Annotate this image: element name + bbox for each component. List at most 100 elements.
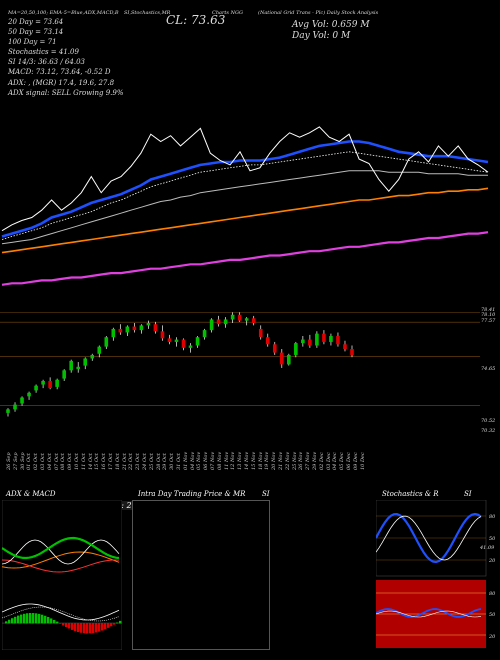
date-tick-label: 22 Oct bbox=[128, 453, 135, 470]
macd-histogram-bar bbox=[92, 623, 95, 634]
date-tick-label: 25 Oct bbox=[148, 453, 155, 470]
candle-up bbox=[146, 323, 151, 326]
di-plus-line bbox=[2, 539, 120, 565]
macd-histogram-bar bbox=[8, 619, 11, 624]
price-axis-tick: 78.10 bbox=[481, 312, 496, 318]
macd-histogram-bar bbox=[38, 613, 41, 624]
date-tick-label: 29 Nov bbox=[312, 451, 318, 470]
candle-down bbox=[251, 318, 256, 324]
candle-down bbox=[350, 349, 354, 355]
macd-histogram-bar bbox=[119, 620, 122, 624]
ma50-line bbox=[1, 170, 488, 245]
candle-down bbox=[336, 336, 340, 345]
candle-down bbox=[132, 326, 137, 331]
candle-up bbox=[55, 379, 59, 387]
macd-histogram-bar bbox=[50, 618, 53, 624]
price-axis-tick: 77.57 bbox=[481, 318, 496, 324]
candle-up bbox=[20, 397, 24, 404]
macd-histogram-bar bbox=[113, 623, 116, 625]
candle-up bbox=[223, 319, 228, 325]
candle-up bbox=[90, 354, 95, 359]
date-tick-label: 30 Sep bbox=[19, 452, 26, 470]
candle-up bbox=[69, 360, 73, 371]
candle-up bbox=[83, 358, 88, 366]
adx-macd-panel bbox=[2, 500, 122, 650]
macd-histogram-bar bbox=[110, 623, 113, 627]
candle-up bbox=[301, 339, 305, 344]
macd-histogram-bar bbox=[107, 623, 110, 628]
date-tick-label: 18 Nov bbox=[257, 451, 264, 470]
price-axis-tick: 70.32 bbox=[481, 428, 496, 434]
stoch-axis-50: 50 bbox=[489, 536, 496, 542]
macd-histogram-bar bbox=[47, 617, 50, 624]
macd-histogram-bar bbox=[53, 619, 56, 624]
header-caption-mid2: Charts NGG bbox=[212, 10, 243, 16]
macd-histogram-bar bbox=[98, 623, 101, 632]
date-tick-label: 24 Oct bbox=[142, 453, 148, 470]
macd-histogram-bar bbox=[95, 623, 98, 633]
macd-histogram-bar bbox=[74, 623, 77, 632]
macd-histogram-bar bbox=[41, 614, 44, 624]
date-tick-label: 05 Nov bbox=[196, 451, 203, 470]
candle-up bbox=[294, 343, 298, 355]
macd-histogram-bar bbox=[62, 623, 65, 626]
date-tick-label: 05 Dec bbox=[339, 452, 346, 470]
date-tick-label: 16 Oct bbox=[101, 453, 108, 470]
candle-down bbox=[167, 338, 172, 342]
stochastics-panel-si: SI bbox=[464, 490, 472, 498]
date-tick-label: 12 Nov bbox=[230, 451, 237, 470]
mrsi-line bbox=[376, 610, 482, 618]
macd-histogram-bar bbox=[17, 615, 20, 624]
rsi-axis-50: 50 bbox=[489, 612, 496, 618]
price-axis-tick: 70.52 bbox=[481, 418, 496, 424]
ma200-line bbox=[1, 231, 489, 286]
legend-stochastics: Stochastics = 41.09 bbox=[8, 48, 79, 56]
date-tick-label: 09 Dec bbox=[352, 452, 359, 470]
date-tick-label: 04 Nov bbox=[189, 451, 196, 470]
candle-down bbox=[237, 314, 242, 321]
date-tick-label: 29 Oct bbox=[162, 453, 169, 470]
candle-up bbox=[111, 328, 116, 338]
candle-down bbox=[308, 339, 312, 346]
rsi-axis-80: 80 bbox=[489, 591, 496, 597]
date-tick-label: 04 Oct bbox=[46, 453, 53, 470]
candle-up bbox=[97, 346, 102, 354]
stochastics-panel-title: Stochastics & R bbox=[382, 490, 439, 498]
candle-up bbox=[125, 326, 130, 333]
candle-up bbox=[76, 366, 81, 370]
date-tick-label: 25 Nov bbox=[291, 451, 298, 470]
candle-up bbox=[287, 354, 291, 365]
date-tick-label: 21 Nov bbox=[278, 451, 284, 470]
date-tick-label: 15 Nov bbox=[250, 451, 257, 470]
macd-line bbox=[2, 603, 120, 621]
date-tick-label: 14 Nov bbox=[244, 451, 250, 470]
date-tick-label: 02 Oct bbox=[33, 453, 40, 470]
candle-up bbox=[329, 336, 333, 342]
date-tick-label: 27 Sep bbox=[12, 452, 19, 470]
macd-histogram-bar bbox=[59, 623, 62, 624]
date-tick-label: 07 Oct bbox=[53, 453, 60, 470]
date-tick-label: 08 Nov bbox=[216, 451, 223, 470]
macd-histogram-bar bbox=[20, 614, 23, 624]
candle-up bbox=[244, 318, 249, 321]
adx-panel-title: ADX & MACD bbox=[6, 490, 56, 498]
macd-histogram-bar bbox=[44, 615, 47, 624]
candle-up bbox=[41, 380, 45, 385]
rsi-axis-20: 20 bbox=[489, 634, 496, 640]
di-minus-line bbox=[2, 559, 120, 573]
candle-up bbox=[188, 345, 193, 348]
close-label: CL: 73.63 bbox=[166, 13, 226, 27]
close-line bbox=[1, 126, 489, 232]
header-caption-right: (National Grid Trans - Plc) Daily Stock … bbox=[258, 10, 379, 16]
date-tick-label: 11 Oct bbox=[80, 453, 87, 470]
candle-down bbox=[258, 328, 263, 338]
macd-histogram-bar bbox=[14, 616, 17, 624]
macd-histogram-bar bbox=[104, 623, 107, 630]
date-tick-label: 03 Dec bbox=[325, 452, 332, 470]
price-axis-tick: 78.41 bbox=[481, 307, 496, 313]
macd-histogram-bar bbox=[29, 613, 32, 624]
intraday-panel-si: SI bbox=[262, 490, 270, 498]
date-tick-label: 06 Nov bbox=[203, 451, 210, 470]
candle-down bbox=[48, 380, 52, 389]
intraday-panel-title: Intra Day Trading Price & MR bbox=[138, 490, 246, 498]
